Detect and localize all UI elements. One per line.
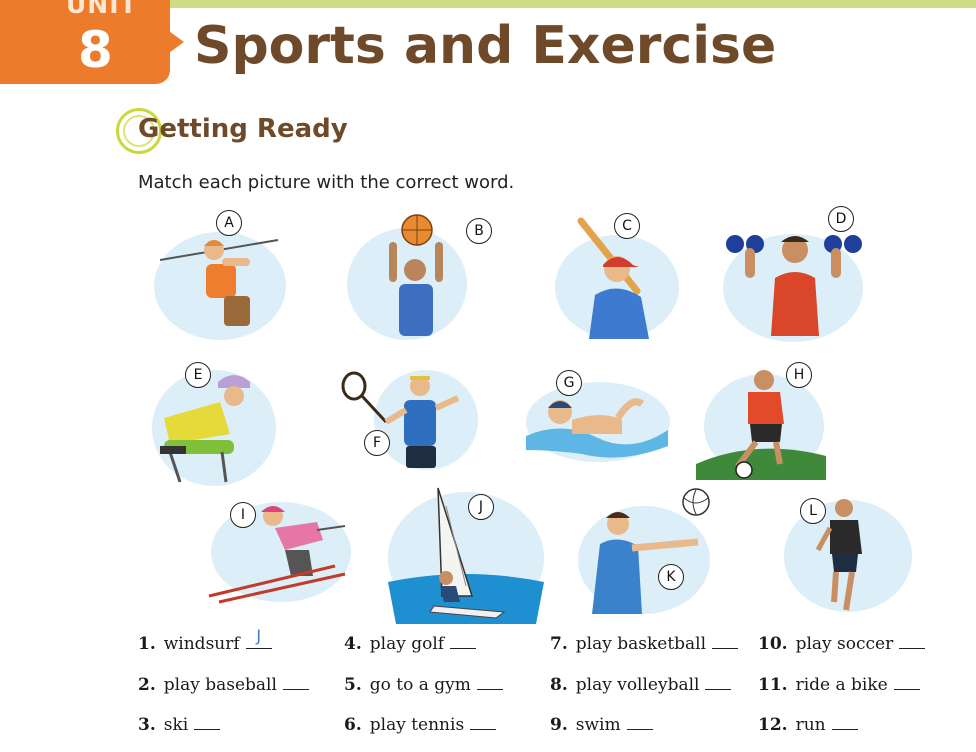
picture-swim	[522, 380, 672, 465]
weightlifter-illustration	[723, 234, 863, 342]
picture-letter: L	[800, 498, 826, 524]
answer-blank[interactable]: J	[245, 626, 272, 649]
picture-run	[778, 498, 918, 616]
tennis-player-illustration	[341, 370, 478, 470]
item-text: ski	[163, 715, 189, 735]
answer-blank[interactable]	[476, 675, 503, 690]
item-text: play soccer	[795, 634, 894, 654]
item-number: 1.	[138, 634, 156, 654]
answer-blank[interactable]	[893, 675, 920, 690]
exercise-item: 9. swim	[550, 715, 653, 735]
item-text: play basketball	[575, 634, 707, 654]
item-text: ride a bike	[795, 675, 888, 695]
item-number: 3.	[138, 715, 156, 735]
section-title: Getting Ready	[138, 114, 348, 144]
item-text: play tennis	[369, 715, 465, 735]
unit-arrow-icon	[162, 26, 184, 58]
answer-blank[interactable]	[705, 675, 732, 690]
exercise-item: 4. play golf	[344, 634, 477, 654]
exercise-item: 7. play basketball	[550, 634, 739, 654]
item-number: 7.	[550, 634, 568, 654]
picture-gym	[715, 212, 870, 342]
answer-value: J	[256, 626, 262, 645]
picture-letter: D	[828, 206, 854, 232]
instruction-text: Match each picture with the correct word…	[138, 172, 515, 193]
item-text: run	[795, 715, 826, 735]
picture-bike	[150, 362, 280, 490]
soccer-player-illustration	[696, 370, 826, 480]
item-number: 2.	[138, 675, 156, 695]
baseball-batter-illustration	[555, 217, 679, 339]
unit-number: 8	[78, 21, 113, 79]
answer-blank[interactable]	[450, 634, 477, 649]
item-text: play volleyball	[575, 675, 700, 695]
item-text: swim	[575, 715, 621, 735]
item-text: windsurf	[163, 634, 240, 654]
picture-letter: E	[185, 362, 211, 388]
target-icon	[116, 108, 162, 154]
picture-letter: B	[466, 218, 492, 244]
exercise-item: 1. windsurf J	[138, 626, 272, 654]
cyclist-illustration	[152, 370, 276, 486]
answer-blank[interactable]	[470, 715, 497, 730]
target-inner-ring	[123, 115, 155, 147]
answer-blank[interactable]	[626, 715, 653, 730]
exercise-item: 3. ski	[138, 715, 221, 735]
answer-blank[interactable]	[831, 715, 858, 730]
item-text: go to a gym	[369, 675, 471, 695]
item-number: 9.	[550, 715, 568, 735]
page-title: Sports and Exercise	[194, 16, 777, 76]
top-stripe	[150, 0, 976, 8]
answer-blank[interactable]	[712, 634, 739, 649]
exercise-item: 5. go to a gym	[344, 675, 503, 695]
skier-illustration	[208, 502, 351, 604]
picture-letter: C	[614, 213, 640, 239]
exercise-item: 6. play tennis	[344, 715, 497, 735]
exercise-item: 11. ride a bike	[758, 675, 920, 695]
picture-volleyball	[572, 488, 722, 616]
item-text: play baseball	[163, 675, 277, 695]
picture-letter: H	[786, 362, 812, 388]
answer-blank[interactable]	[899, 634, 926, 649]
exercise-item: 2. play baseball	[138, 675, 309, 695]
unit-label: UNIT	[66, 0, 138, 19]
picture-letter: K	[658, 564, 684, 590]
picture-soccer	[696, 368, 826, 480]
exercise-item: 8. play volleyball	[550, 675, 732, 695]
item-number: 10.	[758, 634, 788, 654]
swimmer-illustration	[526, 382, 670, 462]
picture-ski	[205, 500, 355, 610]
unit-tab: UNIT 8	[0, 0, 170, 84]
golfer-illustration	[154, 232, 286, 340]
item-number: 8.	[550, 675, 568, 695]
windsurfer-illustration	[388, 487, 544, 624]
runner-illustration	[784, 499, 912, 612]
item-number: 11.	[758, 675, 788, 695]
picture-letter: I	[230, 502, 256, 528]
picture-windsurf	[386, 486, 546, 624]
picture-letter: G	[556, 370, 582, 396]
picture-golf	[150, 218, 290, 340]
picture-letter: F	[364, 430, 390, 456]
picture-letter: J	[468, 494, 494, 520]
picture-baseball	[545, 215, 685, 340]
item-number: 5.	[344, 675, 362, 695]
item-number: 4.	[344, 634, 362, 654]
basketball-player-illustration	[347, 214, 467, 340]
item-number: 6.	[344, 715, 362, 735]
exercise-item: 10. play soccer	[758, 634, 926, 654]
answer-blank[interactable]	[194, 715, 221, 730]
volleyball-player-illustration	[578, 488, 710, 614]
picture-basketball	[345, 212, 475, 342]
picture-letter: A	[216, 210, 242, 236]
answer-blank[interactable]	[282, 675, 309, 690]
exercise-item: 12. run	[758, 715, 858, 735]
item-text: play golf	[369, 634, 445, 654]
item-number: 12.	[758, 715, 788, 735]
picture-tennis	[340, 362, 480, 472]
